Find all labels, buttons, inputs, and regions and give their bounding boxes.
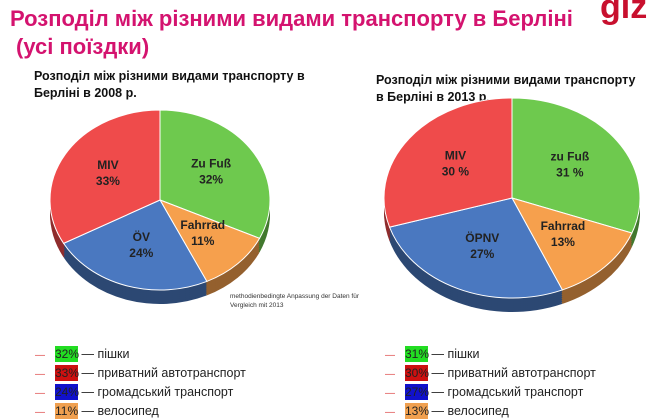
slice-name-label: Fahrrad: [541, 219, 586, 233]
slice-name-label: ÖV: [133, 229, 150, 244]
slice-name-label: Fahrrad: [180, 218, 225, 232]
legend-bullet: —: [35, 369, 45, 380]
pie-slice: [62, 199, 208, 291]
slice-name-label: zu Fuß: [551, 150, 590, 164]
page-subtitle: (усі поїздки): [16, 34, 150, 59]
legend-bullet: —: [385, 369, 395, 380]
pie-slice: [511, 97, 641, 234]
slice-value-label: 13%: [551, 235, 575, 249]
legend-item: 27% — громадський транспорт: [405, 384, 583, 400]
slice-name-label: ÖPNV: [465, 230, 499, 245]
legend-item: 13% — велосипед: [405, 403, 509, 419]
legend-bullet: —: [385, 350, 395, 361]
chart-title-2013: Розподіл між різними видами транспорту в…: [376, 73, 636, 104]
legend-label: — пішки: [431, 347, 480, 361]
legend-swatch: 32%: [55, 346, 80, 362]
slice-name-label: MIV: [97, 158, 118, 172]
legend-swatch: 27%: [405, 384, 430, 400]
pie-slice: [388, 197, 564, 299]
legend-swatch: 30%: [405, 365, 430, 381]
legend-swatch: 11%: [55, 403, 79, 419]
legend-item: 11% — велосипед: [55, 403, 159, 419]
page-title: Розподіл між різними видами транспорту в…: [10, 6, 573, 31]
slice-value-label: 27%: [470, 247, 494, 261]
pie-slice: [159, 109, 271, 239]
legend-label: — приватний автотранспорт: [431, 366, 596, 380]
legend-label: — приватний автотранспорт: [81, 366, 246, 380]
legend-label: — пішки: [81, 347, 130, 361]
legend-swatch: 31%: [405, 346, 430, 362]
legend-bullet: —: [35, 350, 45, 361]
pie-slice: [49, 109, 161, 244]
slice-value-label: 24%: [129, 246, 153, 260]
legend-item: 24% — громадський транспорт: [55, 384, 233, 400]
pie-slice: [158, 199, 261, 283]
legend-swatch: 24%: [55, 384, 80, 400]
legend-item: 31% — пішки: [405, 346, 479, 362]
legend-label: — велосипед: [431, 404, 509, 418]
slice-value-label: 31 %: [556, 166, 584, 180]
legend-bullet: —: [385, 388, 395, 399]
legend-item: 30% — приватний автотранспорт: [405, 365, 596, 381]
legend-item: 32% — пішки: [55, 346, 129, 362]
legend-bullet: —: [385, 407, 395, 418]
pie-slice: [510, 197, 633, 291]
chart-title-2008: Розподіл між різними видами транспорту в…: [34, 69, 305, 100]
legend-label: — громадський транспорт: [431, 385, 584, 399]
slice-value-label: 32%: [199, 172, 223, 186]
legend-swatch: 13%: [405, 403, 430, 419]
legend-bullet: —: [35, 407, 45, 418]
giz-logo: giz: [600, 0, 648, 26]
legend-label: — велосипед: [81, 404, 159, 418]
legend-bullet: —: [35, 388, 45, 399]
method-note: methodienbedingte Anpassung der Daten fü…: [230, 293, 360, 309]
slice-name-label: Zu Fuß: [191, 156, 231, 170]
slice-value-label: 30 %: [442, 164, 470, 178]
slice-value-label: 33%: [96, 174, 120, 188]
legend-label: — громадський транспорт: [81, 385, 234, 399]
pie-slice: [383, 97, 513, 228]
slice-value-label: 11%: [191, 234, 215, 248]
legend-swatch: 33%: [55, 365, 80, 381]
legend-item: 33% — приватний автотранспорт: [55, 365, 246, 381]
slice-name-label: MIV: [445, 148, 466, 162]
